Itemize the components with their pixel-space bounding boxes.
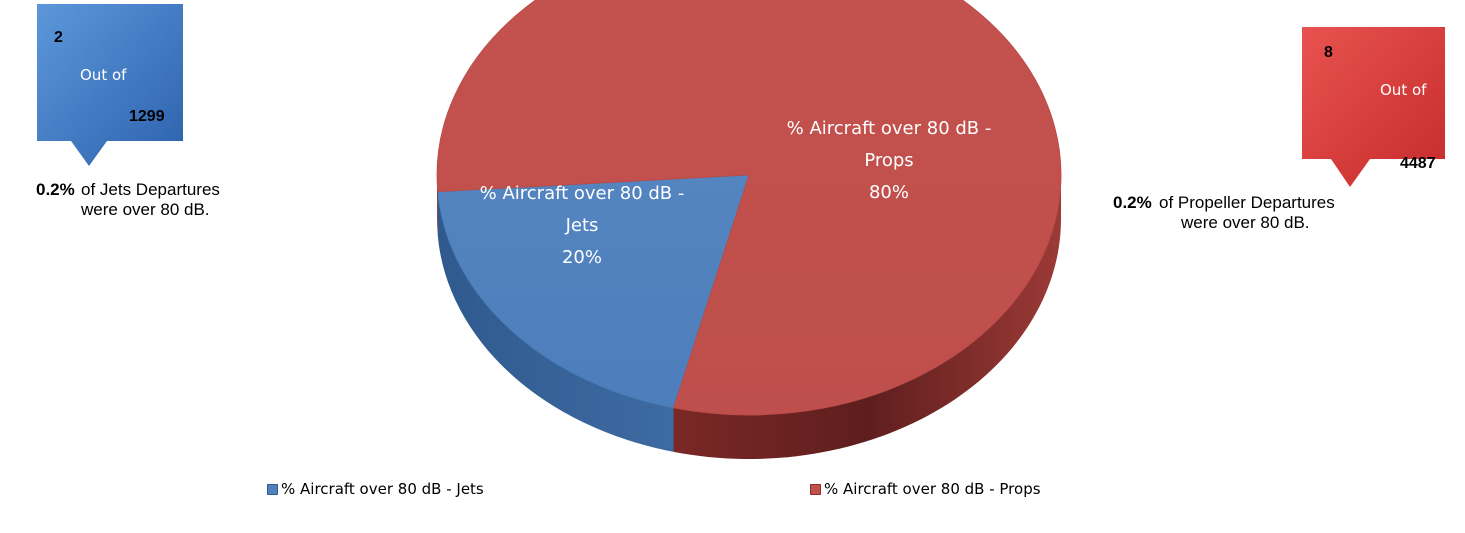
jets-count: 2 xyxy=(54,29,63,46)
pie-slice-jets xyxy=(437,174,750,409)
props-note: 0.2% of Propeller Departures were over 8… xyxy=(1113,193,1413,253)
pie-label-jets-1: Jets xyxy=(565,215,599,236)
props-callout-shape xyxy=(1302,27,1445,187)
jets-total: 1299 xyxy=(129,108,165,125)
legend-swatch-props xyxy=(810,484,821,495)
props-count: 8 xyxy=(1324,44,1333,61)
props-total: 4487 xyxy=(1400,155,1436,172)
props-note-percent: 0.2% xyxy=(1113,193,1152,212)
legend-label-props: % Aircraft over 80 dB - Props xyxy=(824,480,1041,498)
pie-label-jets-0: % Aircraft over 80 dB - xyxy=(480,183,685,204)
pie-side-jets xyxy=(437,191,674,452)
pie-slice-props xyxy=(436,0,1062,416)
props-note-line2: were over 80 dB. xyxy=(1181,213,1310,232)
pie-label-jets-2: 20% xyxy=(562,247,602,268)
legend-swatch-jets xyxy=(267,484,278,495)
pie-label-props-1: Props xyxy=(864,150,913,171)
props-callout: 8 Out of 4487 xyxy=(1302,27,1445,189)
pie-label-props-0: % Aircraft over 80 dB - xyxy=(787,118,992,139)
jets-note: 0.2% of Jets Departures were over 80 dB. xyxy=(36,180,316,240)
legend-item-props: % Aircraft over 80 dB - Props xyxy=(810,480,1041,498)
legend-item-jets: % Aircraft over 80 dB - Jets xyxy=(267,480,484,498)
pie-label-props-2: 80% xyxy=(869,182,909,203)
props-note-line1: of Propeller Departures xyxy=(1159,193,1335,212)
pie-side-props xyxy=(673,175,1061,459)
jets-note-percent: 0.2% xyxy=(36,180,75,199)
jets-callout-shape xyxy=(37,4,183,166)
legend-label-jets: % Aircraft over 80 dB - Jets xyxy=(281,480,484,498)
jets-note-line2: were over 80 dB. xyxy=(81,200,210,219)
jets-note-line1: of Jets Departures xyxy=(81,180,220,199)
jets-out-of-label: Out of xyxy=(80,66,127,84)
props-out-of-label: Out of xyxy=(1380,81,1427,99)
jets-callout: 2 Out of 1299 xyxy=(37,4,183,166)
